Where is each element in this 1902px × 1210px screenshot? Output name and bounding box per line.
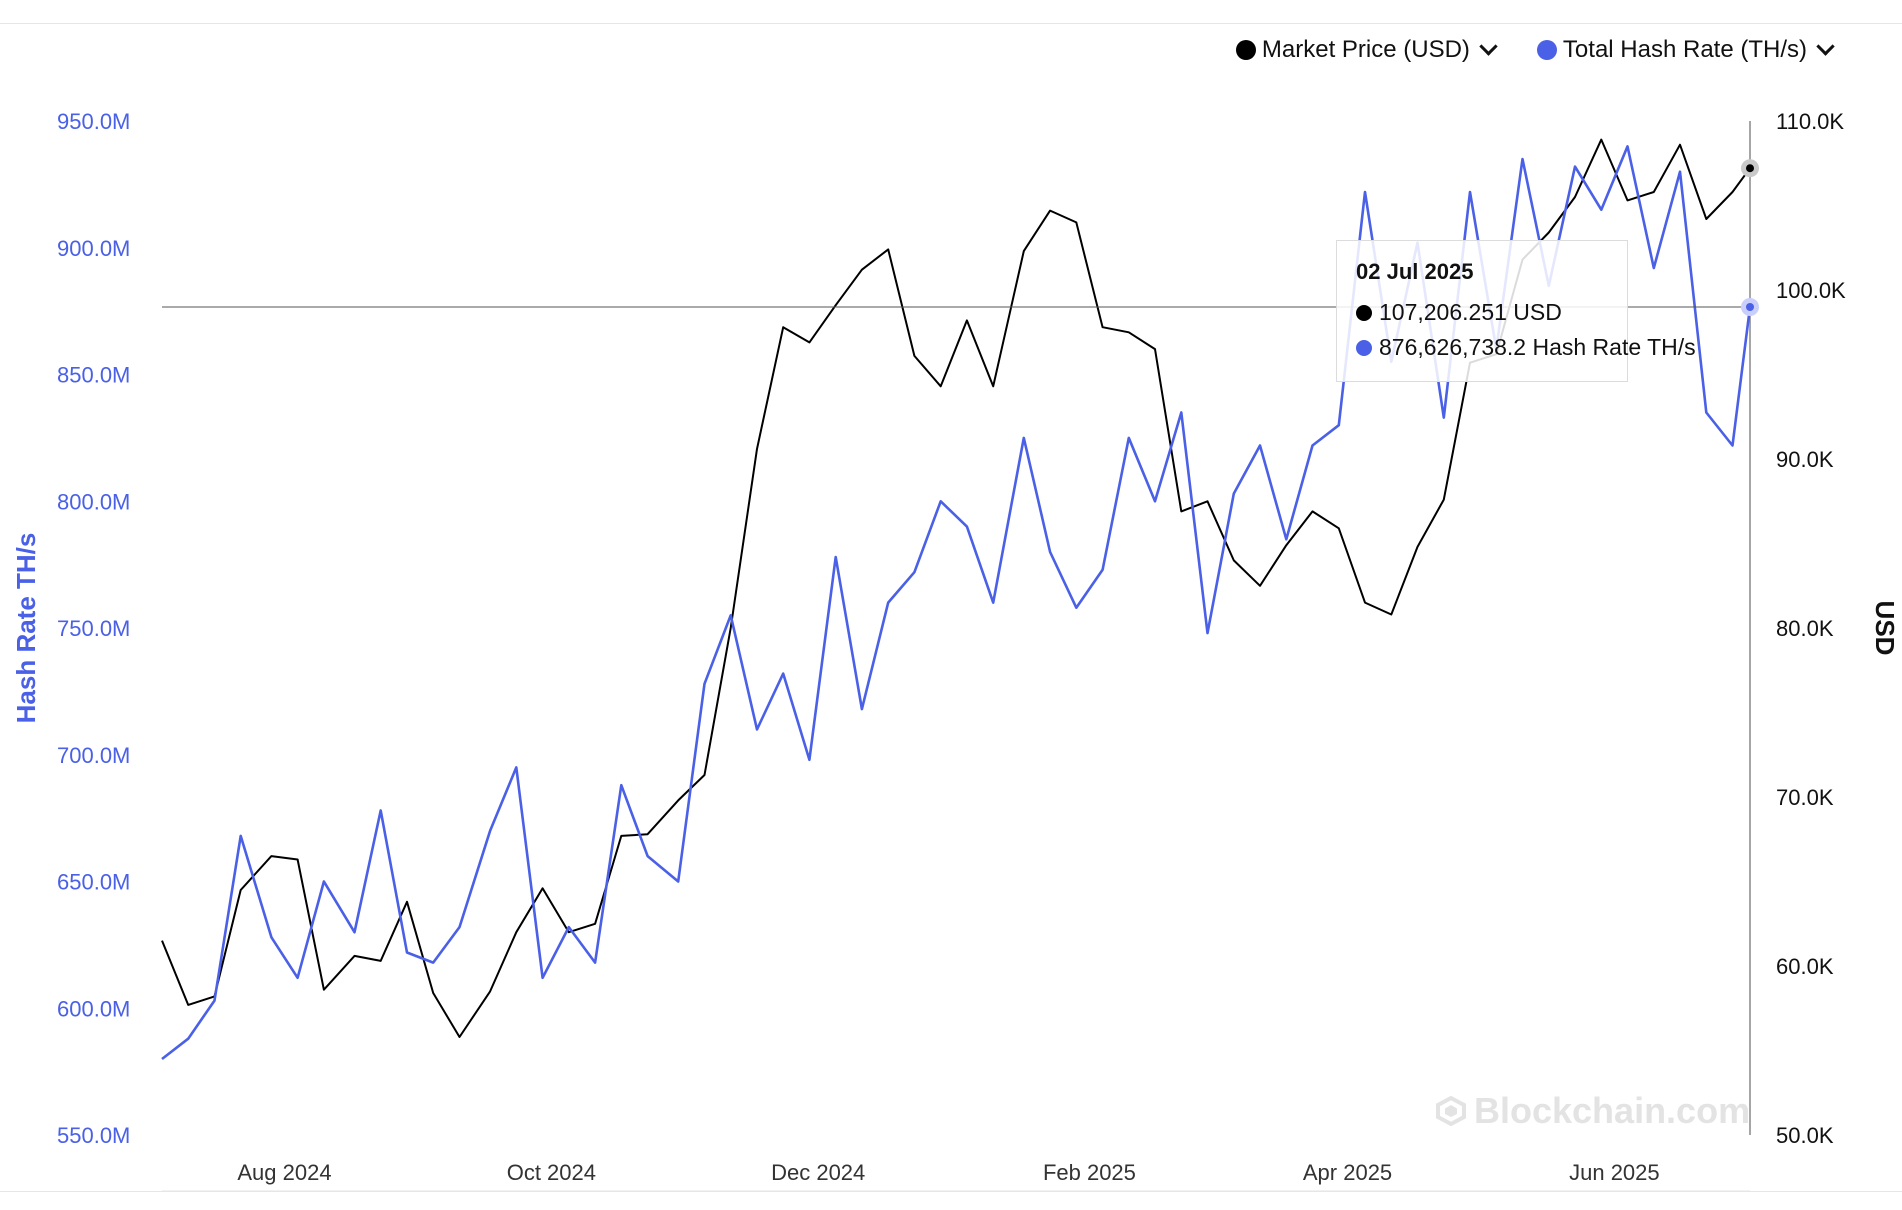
tooltip-dot-price [1356, 304, 1372, 321]
x-tick-label: Dec 2024 [771, 1160, 865, 1185]
top-divider [0, 23, 1902, 24]
tooltip-row-price: 107,206.251 USD [1356, 299, 1627, 326]
y-left-tick-label: 900.0M [57, 236, 130, 261]
tooltip-hash: 876,626,738.2 Hash Rate TH/s [1379, 334, 1696, 360]
tooltip-row-hash: 876,626,738.2 Hash Rate TH/s [1356, 334, 1696, 361]
blockchain-logo-icon [1436, 1096, 1466, 1126]
chart-tooltip: 02 Jul 2025 107,206.251 USD 876,626,738.… [1336, 240, 1696, 382]
chart-legend: Market Price (USD) Total Hash Rate (TH/s… [1235, 36, 1835, 64]
chevron-down-icon[interactable] [1816, 36, 1835, 56]
crosshair-hash-point [1746, 303, 1754, 312]
tooltip-date: 02 Jul 2025 [1356, 259, 1474, 284]
y-right-axis-title: USD [1870, 601, 1900, 656]
chevron-down-icon[interactable] [1479, 36, 1498, 56]
y-left-tick-label: 750.0M [57, 616, 130, 641]
y-left-tick-label: 800.0M [57, 489, 130, 514]
x-tick-label: Jun 2025 [1569, 1160, 1660, 1185]
y-right-tick-label: 50.0K [1776, 1123, 1834, 1148]
legend-item-hash-rate[interactable]: Total Hash Rate (TH/s) [1536, 36, 1835, 64]
axes-group: 550.0M 600.0M 650.0M 700.0M 750.0M 800.0M 850.… [11, 109, 1900, 1192]
legend-item-market-price[interactable]: Market Price (USD) [1235, 36, 1498, 64]
legend-dot-market-price [1235, 40, 1256, 60]
y-left-tick-label: 850.0M [57, 363, 130, 388]
x-tick-label: Apr 2025 [1303, 1160, 1392, 1185]
x-tick-label: Oct 2024 [507, 1160, 596, 1185]
crosshair-price-point [1746, 164, 1754, 173]
legend-dot-hash-rate [1536, 40, 1557, 60]
y-right-tick-label: 80.0K [1776, 616, 1834, 641]
y-left-tick-label: 550.0M [57, 1123, 130, 1148]
x-tick-label: Feb 2025 [1043, 1160, 1136, 1185]
watermark-text: Blockchain.com [1474, 1090, 1751, 1131]
y-left-tick-label: 700.0M [57, 743, 130, 768]
tooltip-price: 107,206.251 USD [1379, 299, 1562, 325]
y-right-tick-label: 90.0K [1776, 447, 1834, 472]
y-left-tick-label: 650.0M [57, 870, 130, 895]
y-left-axis-title: Hash Rate TH/s [11, 533, 41, 724]
y-right-tick-label: 60.0K [1776, 954, 1834, 979]
legend-label-market-price: Market Price (USD) [1261, 36, 1470, 63]
y-left-tick-label: 950.0M [57, 109, 130, 134]
x-tick-label: Aug 2024 [237, 1160, 331, 1185]
legend-label-hash-rate: Total Hash Rate (TH/s) [1562, 36, 1807, 63]
tooltip-dot-hash [1356, 339, 1372, 356]
y-right-tick-label: 70.0K [1776, 785, 1834, 810]
y-left-tick-label: 600.0M [57, 996, 130, 1021]
y-right-tick-label: 110.0K [1776, 109, 1844, 134]
watermark: Blockchain.com [1436, 1090, 1750, 1132]
y-right-tick-label: 100.0K [1776, 278, 1846, 303]
